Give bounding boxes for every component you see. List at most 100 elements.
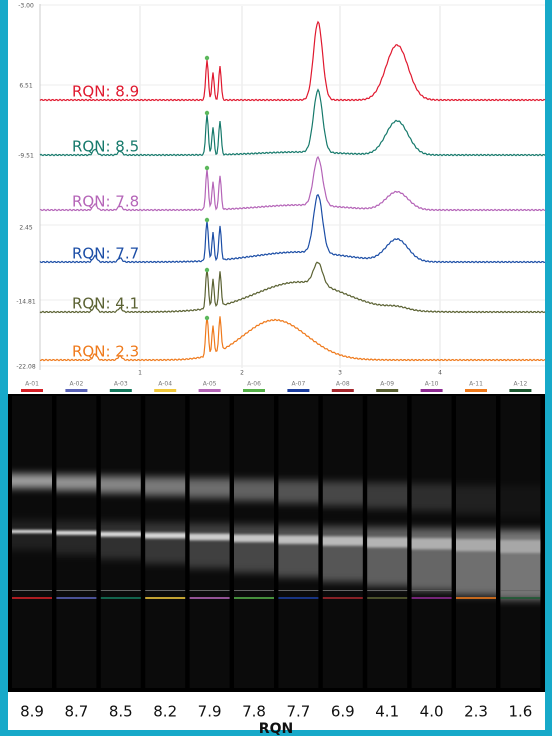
lane-label: A-11 [469,381,483,388]
rqn-label: 8.5 [109,703,133,721]
marker-band [278,597,319,599]
rqn-label: 2.3 [464,703,488,721]
band-28s [189,478,230,499]
gel: A-01 8.9 A-02 8.7 A-03 8.5 A-04 8.2 A-05 7.9 A-06 7… [12,381,541,721]
marker-band [145,590,186,591]
lane-swatch [376,389,399,392]
lane-label: A-07 [292,381,306,388]
y-tick-label: -22.08 [16,364,36,371]
marker-dot [204,315,210,321]
lane-swatch [154,389,177,392]
electropherogram-panel [8,0,545,378]
marker-band [322,597,363,599]
smear [234,524,274,573]
trace [39,20,546,102]
lane-label: A-05 [203,381,217,388]
marker-band [500,590,541,591]
x-tick-label: 1 [138,370,142,377]
trace-label: RQN: 8.5 [72,138,139,156]
smear [56,520,97,555]
band-28s [367,482,408,509]
smear [500,530,541,600]
marker-band [145,597,186,599]
band-28s [12,474,52,488]
lane-swatch [287,389,310,392]
lane-swatch [109,389,132,392]
trace-label: RQN: 4.1 [72,295,139,313]
smear [367,527,408,587]
marker-band [411,590,452,591]
smear [189,523,230,569]
rqn-label: 8.9 [20,703,44,721]
lane-label: A-10 [425,381,439,388]
marker-band [367,597,408,599]
rqn-label: 8.7 [64,703,88,721]
smear [411,528,452,591]
marker-band [278,590,319,591]
band-28s [145,477,186,496]
smear [322,526,363,582]
band-28s [456,484,496,514]
marker-dot [204,55,210,61]
x-tick-label: 2 [240,370,244,377]
lane-label: A-12 [514,381,528,388]
lane-swatch [420,389,443,392]
trace [39,155,546,212]
lane-label: A-01 [25,381,39,388]
marker-band [12,590,52,591]
rqn-label: 7.7 [286,703,310,721]
marker-band [456,590,496,591]
trace [40,316,546,362]
lane-swatch [198,389,221,392]
marker-band [100,597,141,599]
marker-band [367,590,408,591]
rqn-label: 7.8 [242,703,266,721]
lane-label: A-08 [336,381,350,388]
rqn-label: 8.2 [153,703,177,721]
lane-swatch [465,389,487,392]
x-tick-label: 4 [438,370,442,377]
lane-label: A-03 [114,381,128,388]
marker-band [456,597,496,599]
rqn-label: 6.9 [331,703,355,721]
gel-panel [8,394,545,692]
lane-swatch [331,389,354,392]
label-strip [8,694,545,730]
y-tick-label: 2.45 [19,225,33,232]
y-tick-label: 6.51 [19,83,33,90]
marker-band [189,597,230,599]
rqn-label: 4.0 [420,703,444,721]
marker-band [500,597,541,599]
marker-band [56,597,97,599]
smear [12,520,52,550]
band-28s [411,483,452,511]
band-28s [278,480,319,504]
marker-band [234,597,274,599]
lane-label: A-04 [158,381,172,388]
marker-dot [204,267,210,273]
smear [145,522,186,564]
traces: RQN: 8.9 RQN: 8.5 RQN: 7.8 RQN: 7.7 RQN: 4.1… [39,20,546,362]
trace-label: RQN: 8.9 [72,83,139,101]
marker-band [322,590,363,591]
marker-band [100,590,141,591]
lane-label: A-06 [247,381,261,388]
grid: -3.00 6.51 -9.51 2.45 -14.81 -22.08 1 2 3 4 [16,3,545,377]
marker-band [12,597,52,599]
rqn-label: 4.1 [375,703,399,721]
marker-band [234,590,274,591]
trace [39,88,546,157]
band-28s [234,479,274,501]
trace-label: RQN: 2.3 [72,343,139,361]
trace [39,261,546,314]
trace-label: RQN: 7.7 [72,245,139,263]
lane-label: A-02 [70,381,84,388]
x-tick-label: 3 [338,370,342,377]
marker-band [56,590,97,591]
lane-swatch [21,389,43,392]
axis-title: RQN [259,721,293,736]
lane-swatch [509,389,532,392]
lane-swatch [243,389,265,392]
band-28s [100,476,141,494]
